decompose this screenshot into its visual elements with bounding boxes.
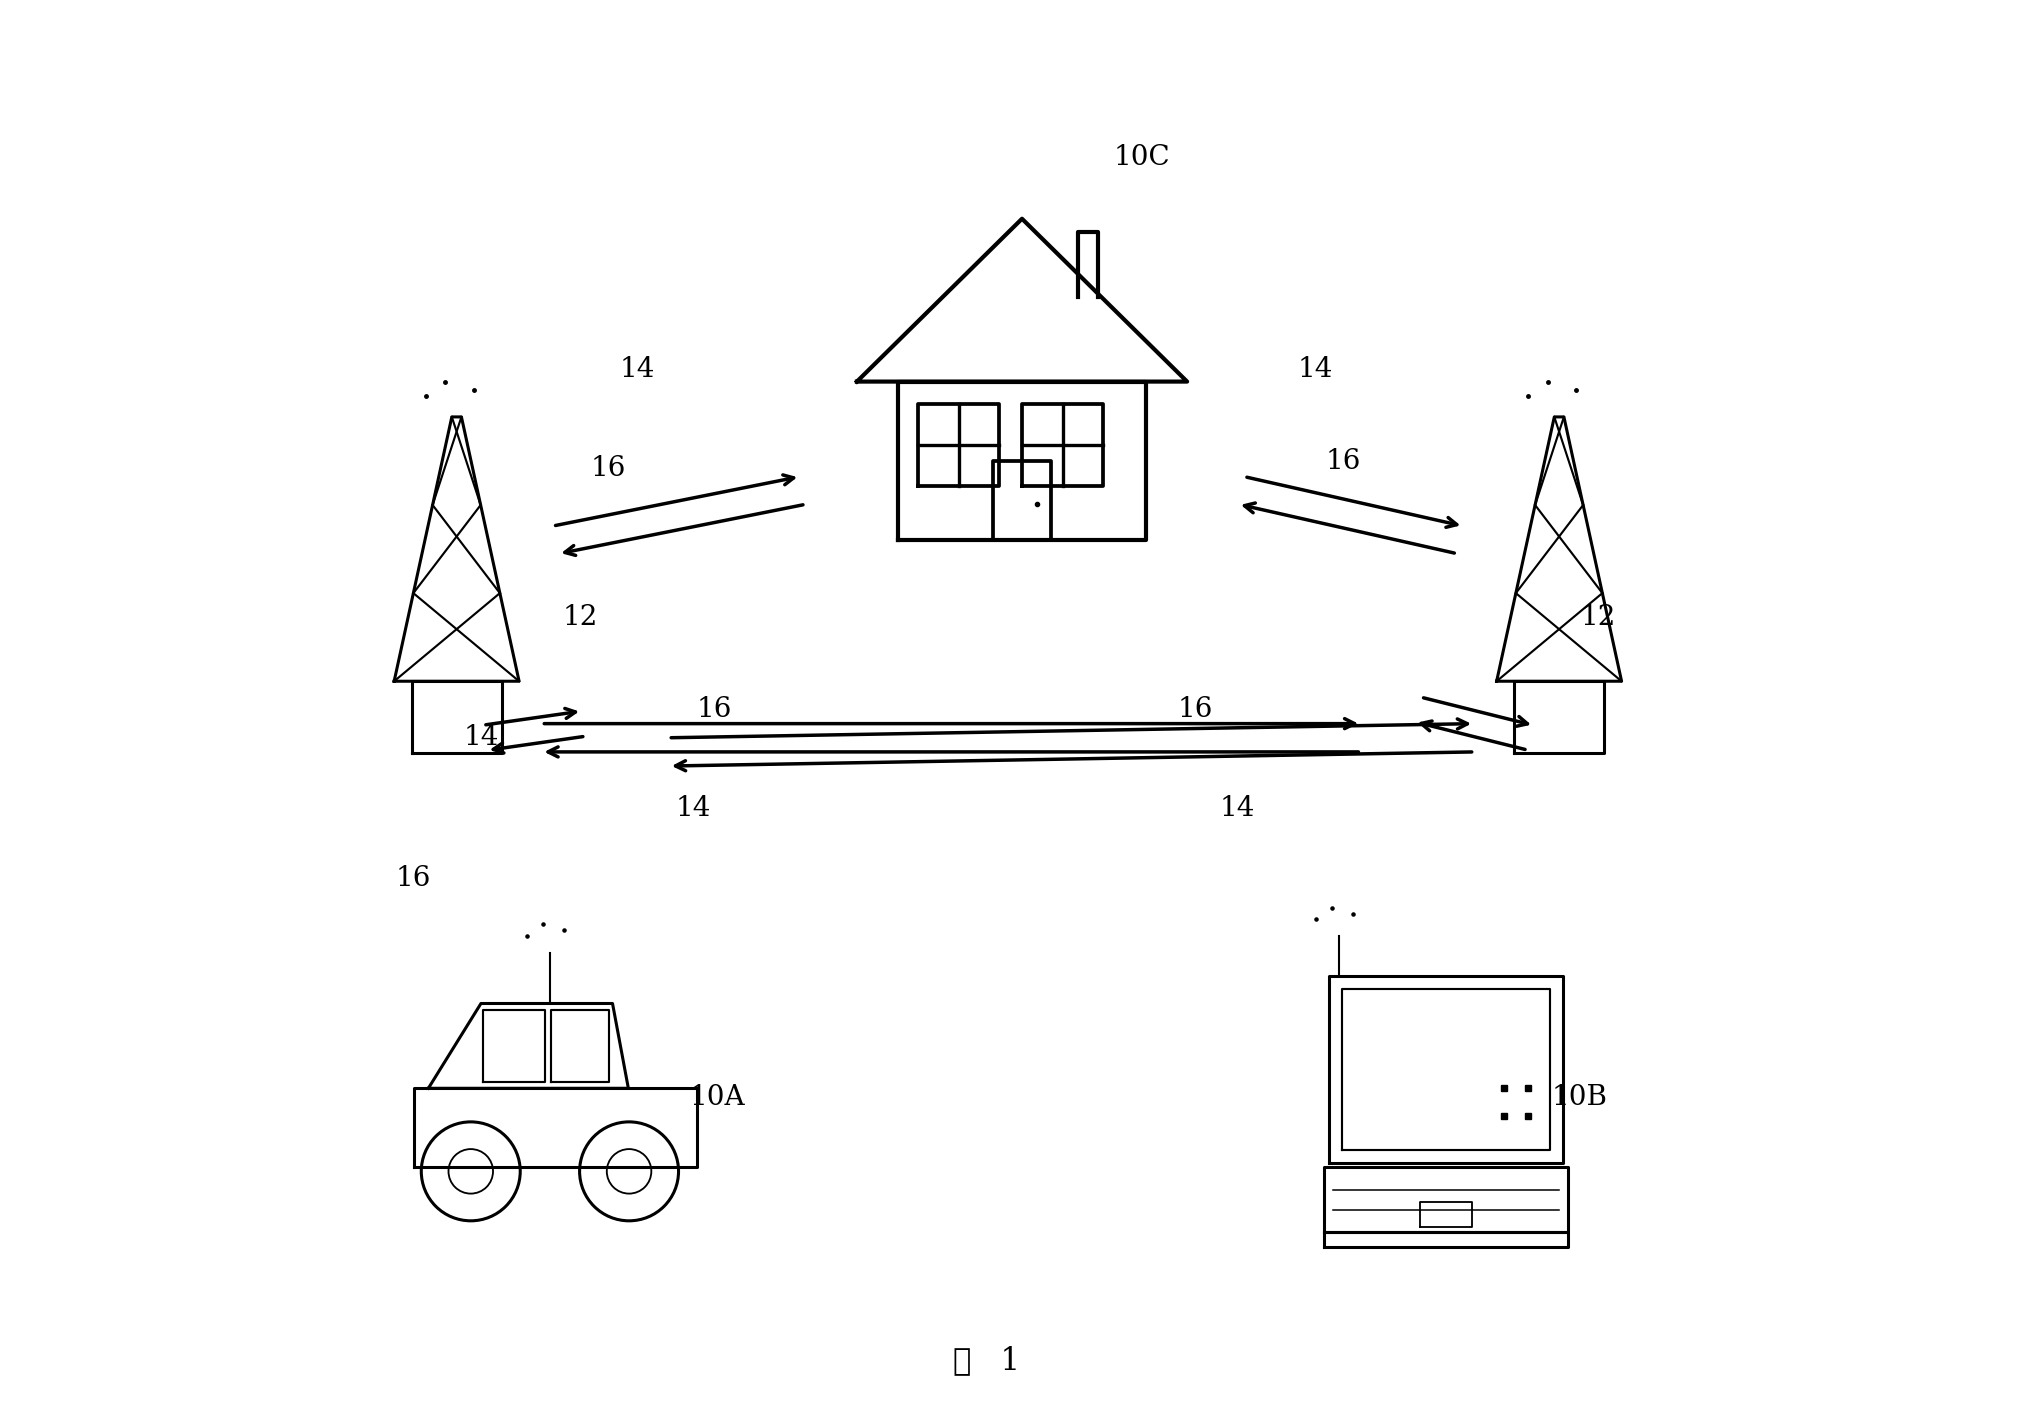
Text: 16: 16 (397, 866, 431, 893)
Text: 14: 14 (1220, 795, 1255, 822)
Text: 14: 14 (619, 356, 654, 383)
Text: 10A: 10A (689, 1084, 746, 1111)
Text: 16: 16 (697, 695, 732, 722)
Text: 14: 14 (1298, 356, 1333, 383)
Text: 10C: 10C (1114, 145, 1171, 172)
Text: 14: 14 (464, 724, 499, 751)
Text: 16: 16 (1327, 448, 1361, 475)
Text: 14: 14 (677, 795, 711, 822)
Text: 16: 16 (591, 455, 625, 482)
Text: 16: 16 (1177, 695, 1212, 722)
Text: 10B: 10B (1551, 1084, 1609, 1111)
Text: 图   1: 图 1 (953, 1345, 1020, 1376)
Text: 12: 12 (1580, 603, 1615, 630)
Text: 12: 12 (562, 603, 599, 630)
